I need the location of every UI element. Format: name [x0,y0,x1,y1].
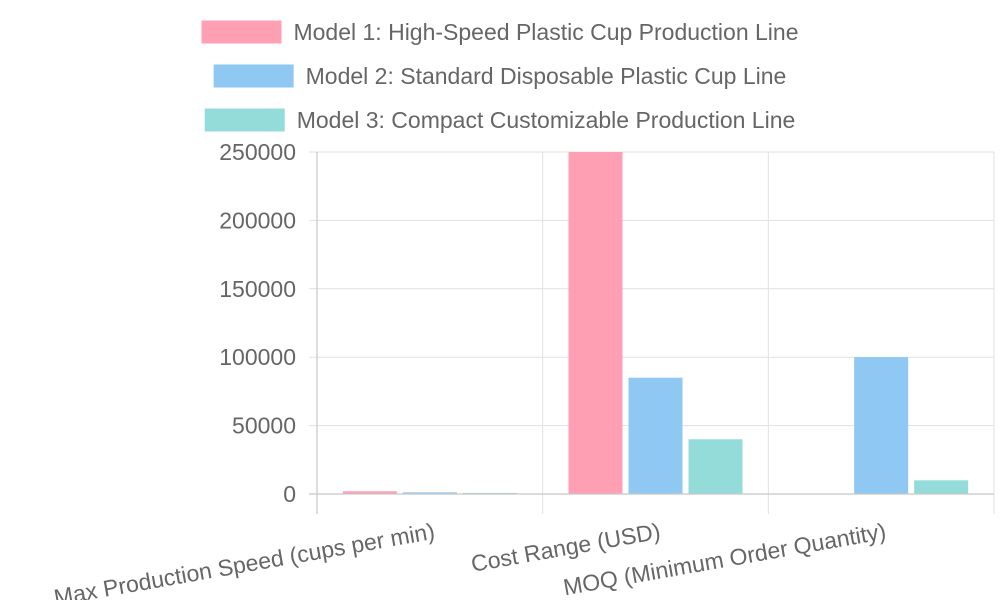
bar[interactable] [914,480,969,494]
legend-item[interactable]: Model 2: Standard Disposable Plastic Cup… [213,63,787,89]
y-axis-ticks: 0 50000 100000 150000 200000 250000 [219,139,296,507]
x-axis-ticks: Max Production Speed (cups per min) Cost … [52,518,888,600]
y-tick-label: 200000 [219,207,296,233]
y-tick-label: 250000 [219,139,296,165]
legend-label: Model 1: High-Speed Plastic Cup Producti… [293,19,798,45]
bars [342,152,969,494]
y-tick-label: 50000 [232,413,296,439]
grid-lines [309,151,995,514]
bar[interactable] [568,152,623,494]
y-tick-label: 0 [283,481,296,507]
legend-swatch [201,20,282,44]
y-tick-label: 150000 [219,276,296,302]
axes [309,152,994,514]
x-tick-label: Max Production Speed (cups per min) [52,518,437,600]
legend-item[interactable]: Model 3: Compact Customizable Production… [204,107,796,133]
legend-swatch [213,64,294,88]
bar[interactable] [628,377,683,494]
legend-swatch [204,108,285,132]
legend-label: Model 2: Standard Disposable Plastic Cup… [306,63,787,89]
legend: Model 1: High-Speed Plastic Cup Producti… [201,19,799,133]
bar[interactable] [688,439,743,494]
bar[interactable] [854,357,909,494]
bar[interactable] [402,492,457,494]
y-tick-label: 100000 [219,344,296,370]
bar[interactable] [342,491,397,494]
legend-item[interactable]: Model 1: High-Speed Plastic Cup Producti… [201,19,799,45]
legend-label: Model 3: Compact Customizable Production… [297,107,796,133]
